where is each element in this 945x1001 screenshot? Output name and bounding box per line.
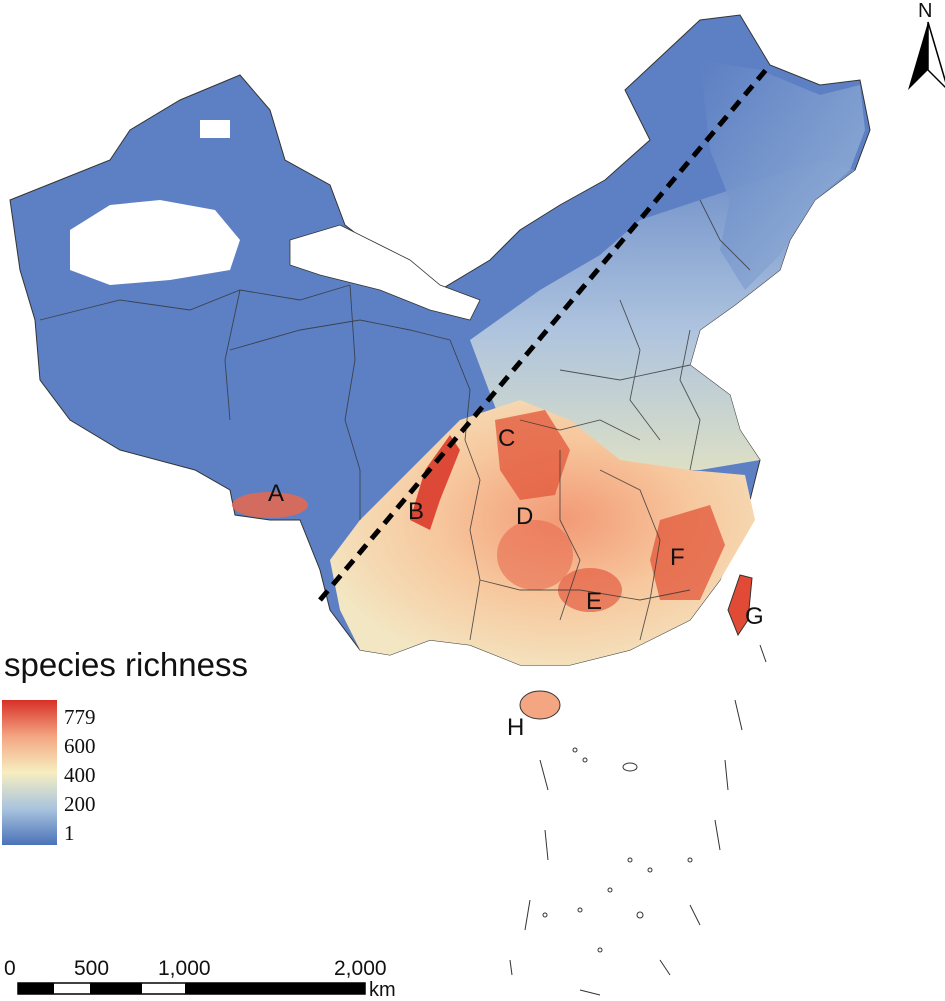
province-boundaries	[39, 199, 751, 641]
region-label-h: H	[507, 714, 525, 741]
north-label: N	[918, 0, 933, 22]
hu-line-divide	[318, 63, 772, 602]
region-label-e: E	[586, 588, 603, 615]
scale-bar	[17, 982, 366, 995]
hotspot-a	[232, 492, 308, 518]
region-label-d: D	[516, 503, 534, 530]
south-sea-islands	[509, 644, 767, 996]
scale-label-2000: 2,000	[334, 957, 387, 980]
hotspot-d	[497, 520, 573, 590]
legend-color-bar	[2, 700, 57, 845]
hotspot-c	[495, 410, 570, 500]
legend-tick-600: 600	[64, 734, 96, 758]
desert-gap-north	[289, 224, 481, 321]
desert-gap-small	[200, 120, 230, 138]
scale-label-1000: 1,000	[158, 957, 211, 980]
region-label-f: F	[670, 544, 685, 571]
legend-tick-400: 400	[64, 763, 96, 787]
north-arrow-icon	[908, 21, 945, 90]
region-label-b: B	[408, 498, 425, 525]
legend-title: species richness	[4, 646, 248, 683]
taiwan	[727, 574, 753, 637]
legend-tick-779: 779	[64, 705, 96, 729]
hainan	[519, 690, 561, 720]
scale-label-500: 500	[74, 957, 110, 980]
region-label-a: A	[268, 480, 285, 507]
scale-unit: km	[369, 979, 396, 1001]
region-label-c: C	[498, 425, 516, 452]
northeast-zone	[700, 60, 865, 290]
hotspot-b	[410, 435, 460, 530]
hotspot-f	[650, 505, 725, 600]
legend-tick-1: 1	[64, 821, 75, 845]
desert-gap-west	[70, 200, 240, 285]
region-label-g: G	[745, 603, 764, 630]
legend-tick-200: 200	[64, 792, 96, 816]
scale-label-0: 0	[4, 957, 16, 980]
